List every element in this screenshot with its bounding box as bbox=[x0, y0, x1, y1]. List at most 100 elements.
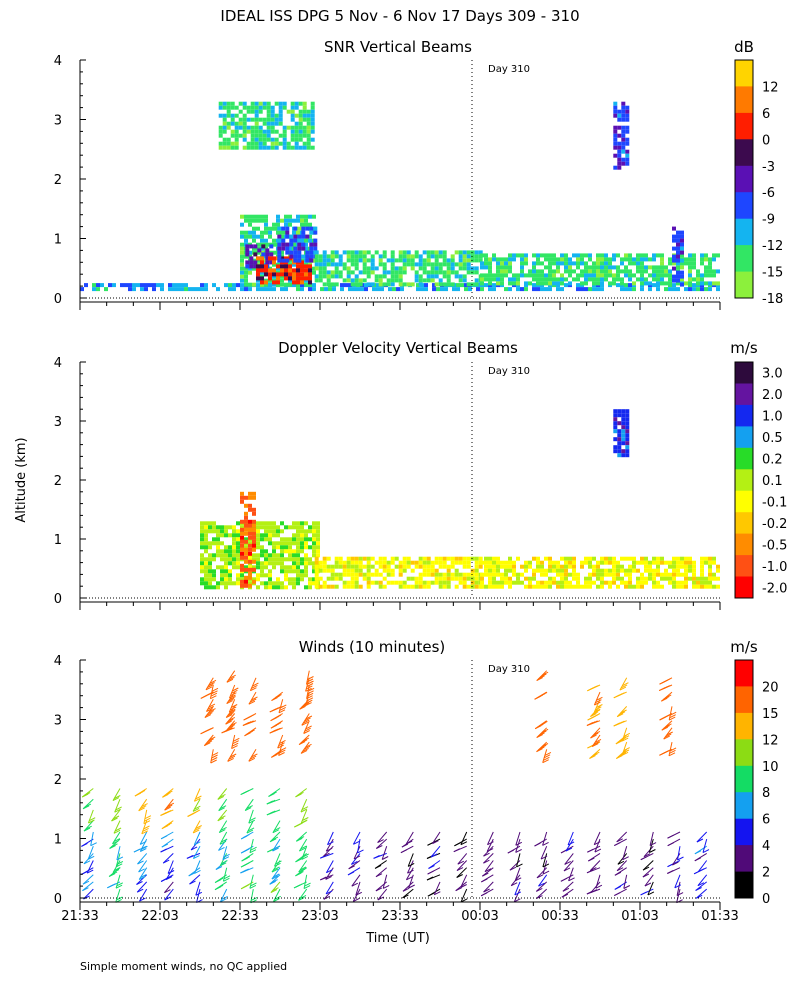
field-cell bbox=[330, 282, 335, 287]
field-cell bbox=[234, 133, 239, 138]
field-cell bbox=[294, 145, 299, 150]
field-cell bbox=[504, 265, 508, 270]
field-cell bbox=[600, 265, 604, 270]
field-cell bbox=[612, 277, 616, 282]
field-cell bbox=[244, 282, 248, 287]
wind-barb-shaft bbox=[220, 888, 228, 902]
field-cell bbox=[496, 261, 500, 266]
field-cell bbox=[366, 258, 371, 263]
field-cell bbox=[704, 580, 708, 585]
field-cell bbox=[378, 282, 383, 287]
field-cell bbox=[596, 564, 600, 569]
field-cell bbox=[278, 133, 283, 138]
field-cell bbox=[244, 266, 248, 271]
wind-barb-shaft bbox=[115, 888, 121, 903]
field-cell bbox=[309, 250, 314, 255]
field-cell bbox=[314, 266, 319, 271]
field-cell bbox=[304, 242, 308, 247]
wind-barb-flag bbox=[138, 876, 146, 880]
field-cell bbox=[300, 238, 304, 243]
field-cell bbox=[286, 125, 291, 130]
field-cell bbox=[248, 543, 252, 548]
wind-barb-flag bbox=[251, 753, 258, 758]
field-cell bbox=[270, 125, 275, 130]
wind-barb-flag bbox=[249, 755, 257, 760]
field-cell bbox=[293, 254, 298, 259]
wind-barb-flag bbox=[115, 806, 122, 811]
field-cell bbox=[640, 560, 644, 565]
wind-barb-shaft bbox=[642, 860, 654, 871]
field-cell bbox=[250, 133, 255, 138]
field-cell bbox=[266, 137, 271, 142]
field-cell bbox=[588, 277, 592, 282]
wind-barb bbox=[375, 838, 388, 849]
field-cell bbox=[292, 242, 296, 247]
field-cell bbox=[660, 265, 664, 270]
wind-barb bbox=[667, 831, 681, 839]
field-cell bbox=[580, 564, 584, 569]
wind-barb bbox=[697, 860, 708, 873]
field-cell bbox=[220, 541, 224, 546]
field-cell bbox=[652, 257, 656, 262]
field-cell bbox=[252, 266, 256, 271]
field-cell bbox=[234, 105, 239, 110]
wind-barb-flag bbox=[270, 791, 277, 796]
field-cell bbox=[422, 270, 427, 275]
field-cell bbox=[652, 576, 656, 581]
field-cell bbox=[212, 521, 216, 526]
field-cell bbox=[632, 261, 636, 266]
field-cell bbox=[334, 560, 339, 565]
field-cell bbox=[261, 244, 266, 249]
field-cell bbox=[300, 218, 304, 223]
field-cell bbox=[484, 261, 488, 266]
wind-barb bbox=[165, 867, 174, 881]
field-cell bbox=[298, 145, 303, 150]
field-cell bbox=[552, 560, 556, 565]
wind-barb-flag bbox=[108, 873, 116, 877]
colorbar-swatch bbox=[735, 555, 753, 578]
wind-barb bbox=[697, 874, 708, 887]
wind-barb-flag bbox=[211, 687, 219, 692]
wind-barb-flag bbox=[302, 737, 310, 742]
field-cell bbox=[212, 573, 216, 578]
field-cell bbox=[398, 258, 403, 263]
wind-barb-flag bbox=[272, 847, 279, 852]
wind-barb-flag bbox=[167, 870, 175, 874]
field-cell bbox=[644, 269, 648, 274]
field-cell bbox=[208, 541, 212, 546]
field-cell bbox=[366, 282, 371, 287]
wind-barb-flag bbox=[112, 797, 120, 802]
field-cell bbox=[308, 282, 312, 287]
field-cell bbox=[704, 253, 708, 258]
field-cell bbox=[257, 248, 262, 253]
field-cell bbox=[270, 117, 275, 122]
wind-barb-shaft bbox=[227, 749, 236, 762]
wind-barb-flag bbox=[111, 843, 118, 848]
field-cell bbox=[258, 141, 263, 146]
field-cell bbox=[302, 117, 307, 122]
field-cell bbox=[304, 573, 308, 578]
field-cell bbox=[362, 258, 367, 263]
field-cell bbox=[264, 581, 268, 586]
field-cell bbox=[500, 580, 504, 585]
field-cell bbox=[288, 268, 292, 273]
field-cell bbox=[672, 278, 676, 283]
wind-barb-flag bbox=[194, 805, 201, 810]
wind-barb-flag bbox=[305, 743, 312, 748]
field-cell bbox=[268, 573, 272, 578]
field-cell bbox=[621, 101, 626, 106]
field-cell bbox=[430, 274, 435, 279]
field-cell bbox=[300, 545, 304, 550]
field-cell bbox=[434, 258, 439, 263]
field-cell bbox=[302, 129, 307, 134]
wind-barb-flag bbox=[223, 877, 230, 882]
wind-barb-flag bbox=[249, 698, 257, 703]
wind-barb-shaft bbox=[514, 867, 521, 881]
field-cell bbox=[318, 564, 323, 569]
field-cell bbox=[290, 117, 295, 122]
field-cell bbox=[281, 238, 286, 243]
field-cell bbox=[382, 262, 387, 267]
field-cell bbox=[218, 105, 223, 110]
field-cell bbox=[572, 560, 576, 565]
wind-barb-flag bbox=[116, 860, 124, 865]
